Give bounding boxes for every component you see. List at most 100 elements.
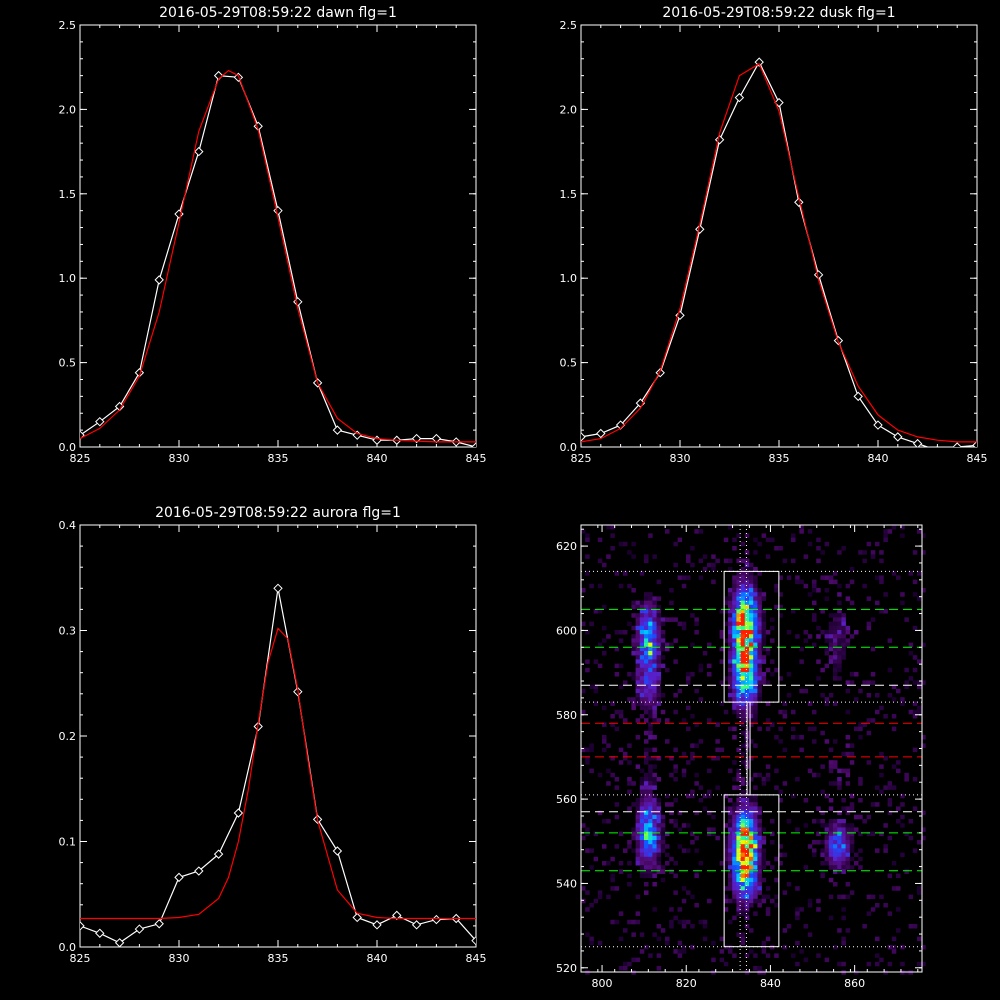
heatmap-cell bbox=[912, 701, 918, 706]
heatmap-cell bbox=[723, 886, 729, 891]
heatmap-cell bbox=[816, 676, 821, 681]
heatmap-cell bbox=[749, 655, 754, 660]
heatmap-cell bbox=[740, 714, 746, 719]
heatmap-cell bbox=[807, 592, 813, 597]
heatmap-cell bbox=[711, 579, 716, 585]
heatmap-cell bbox=[648, 764, 653, 769]
heatmap-cell bbox=[921, 550, 926, 555]
heatmap-cell bbox=[728, 726, 733, 732]
heatmap-cell bbox=[639, 793, 645, 799]
heatmap-cell bbox=[736, 579, 741, 585]
heatmap-cell bbox=[581, 886, 586, 891]
heatmap-cell bbox=[740, 898, 746, 904]
heatmap-cell bbox=[728, 625, 733, 631]
heatmap-cell bbox=[723, 793, 729, 799]
heatmap-cell bbox=[644, 634, 649, 639]
heatmap-cell bbox=[875, 785, 880, 790]
heatmap-cell bbox=[648, 621, 653, 627]
heatmap-cell bbox=[585, 831, 590, 837]
heatmap-cell bbox=[749, 718, 754, 723]
heatmap-cell bbox=[761, 672, 767, 677]
heatmap-cell bbox=[757, 814, 762, 820]
heatmap-cell bbox=[744, 873, 750, 879]
heatmap-cell bbox=[883, 903, 888, 908]
heatmap-cell bbox=[841, 861, 846, 866]
heatmap-cell bbox=[833, 848, 838, 853]
y-tick-label: 0.5 bbox=[59, 357, 77, 370]
heatmap-cell bbox=[875, 936, 880, 942]
heatmap-cell bbox=[753, 772, 758, 778]
heatmap-cell bbox=[673, 823, 678, 828]
heatmap-cell bbox=[656, 848, 662, 853]
heatmap-cell bbox=[816, 546, 821, 551]
heatmap-cell bbox=[862, 722, 867, 727]
heatmap-cell bbox=[875, 575, 880, 580]
heatmap-cell bbox=[648, 861, 653, 866]
heatmap-cell bbox=[757, 571, 762, 576]
heatmap-cell bbox=[753, 743, 758, 748]
heatmap-cell bbox=[749, 852, 754, 858]
data-point bbox=[154, 275, 164, 285]
heatmap-cell bbox=[618, 760, 624, 765]
heatmap-cell bbox=[900, 697, 905, 702]
heatmap-cell bbox=[639, 844, 645, 849]
heatmap-cell bbox=[728, 558, 733, 564]
heatmap-cell bbox=[732, 667, 737, 673]
heatmap-cell bbox=[681, 625, 687, 631]
heatmap-cell bbox=[849, 567, 855, 572]
heatmap-cell bbox=[749, 697, 754, 702]
heatmap-cell bbox=[837, 655, 842, 660]
heatmap-cell bbox=[812, 600, 817, 606]
heatmap-cell bbox=[744, 827, 750, 832]
heatmap-cell bbox=[597, 609, 603, 614]
heatmap-cell bbox=[757, 625, 762, 631]
heatmap-cell bbox=[732, 617, 737, 622]
heatmap-cell bbox=[665, 739, 670, 744]
heatmap-cell bbox=[660, 823, 666, 828]
heatmap-cell bbox=[879, 831, 884, 837]
heatmap-cell bbox=[828, 877, 834, 883]
heatmap-cell bbox=[921, 945, 926, 950]
heatmap-cell bbox=[837, 777, 842, 782]
chart-title: 2016-05-29T08:59:22 dawn flg=1 bbox=[159, 5, 397, 21]
heatmap-cell bbox=[639, 873, 645, 879]
heatmap-cell bbox=[728, 630, 733, 635]
heatmap-cell bbox=[740, 932, 746, 937]
heatmap-cell bbox=[719, 949, 725, 954]
heatmap-cell bbox=[799, 907, 804, 912]
heatmap-cell bbox=[677, 575, 683, 580]
heatmap-cell bbox=[711, 756, 716, 761]
heatmap-cell bbox=[753, 852, 758, 858]
heatmap-cell bbox=[807, 634, 813, 639]
heatmap-cell bbox=[761, 827, 767, 832]
heatmap-cell bbox=[728, 806, 733, 811]
heatmap-cell bbox=[749, 819, 754, 824]
heatmap-cell bbox=[816, 634, 821, 639]
heatmap-cell bbox=[774, 856, 779, 862]
heatmap-cell bbox=[908, 642, 914, 648]
heatmap-cell bbox=[656, 642, 662, 648]
heatmap-cell bbox=[732, 604, 737, 610]
data-point bbox=[431, 914, 442, 925]
heatmap-cell bbox=[753, 634, 758, 639]
heatmap-cell bbox=[635, 894, 641, 900]
heatmap-cell bbox=[631, 957, 636, 963]
heatmap-cell bbox=[849, 835, 855, 841]
heatmap-cell bbox=[673, 890, 678, 895]
heatmap-cell bbox=[866, 911, 872, 916]
heatmap-cell bbox=[740, 625, 746, 631]
heatmap-cell bbox=[602, 651, 607, 656]
heatmap-cell bbox=[749, 890, 754, 895]
heatmap-cell bbox=[837, 856, 842, 862]
heatmap-cell bbox=[870, 550, 876, 555]
heatmap-cell bbox=[652, 772, 657, 778]
heatmap-cell bbox=[711, 827, 716, 832]
heatmap-cell bbox=[820, 848, 825, 853]
heatmap-cell bbox=[648, 873, 653, 879]
heatmap-cell bbox=[749, 844, 754, 849]
heatmap-cell bbox=[656, 835, 662, 841]
heatmap-cell bbox=[887, 810, 893, 816]
heatmap-cell bbox=[841, 546, 846, 551]
heatmap-cell bbox=[736, 844, 741, 849]
heatmap-cell bbox=[828, 861, 834, 866]
